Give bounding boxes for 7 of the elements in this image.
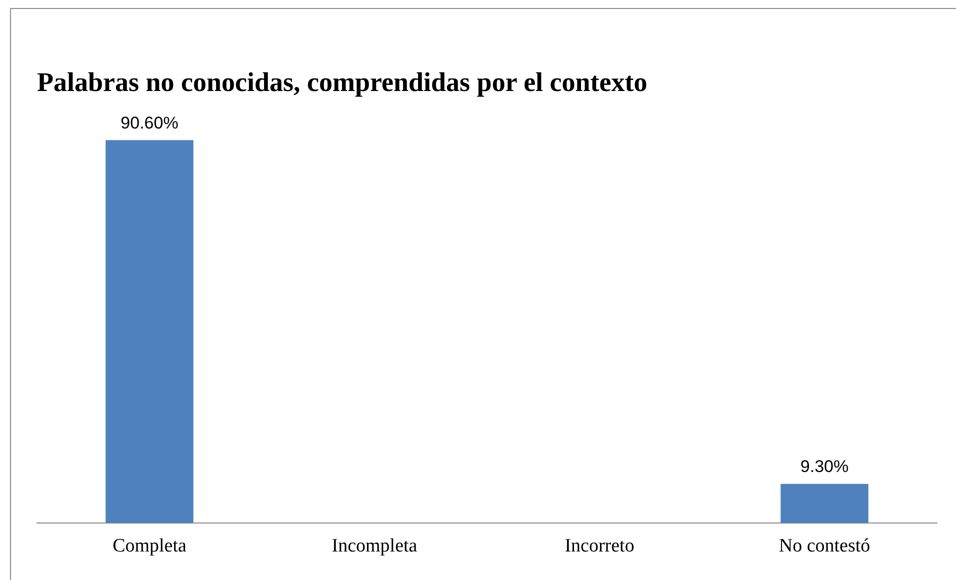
data-label: 90.60% [120,113,178,132]
x-tick-label: Incorreto [564,536,634,557]
x-tick-label: Completa [112,536,187,557]
x-tick-label: Incompleta [332,536,418,557]
x-tick-label: No contestó [778,536,870,557]
chart-title: Palabras no conocidas, comprendidas por el contexto [37,67,648,98]
data-label: 9.30% [800,457,849,476]
